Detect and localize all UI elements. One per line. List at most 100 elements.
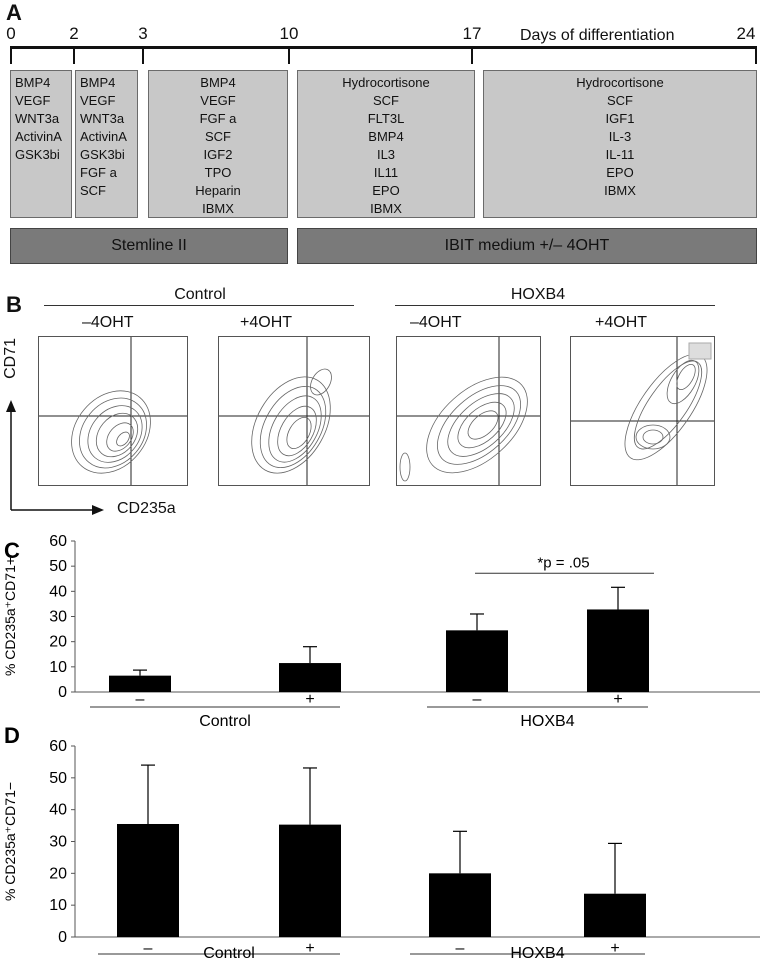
factor: FGF a bbox=[199, 111, 237, 126]
axis-arrows bbox=[6, 400, 104, 515]
timeline-tick bbox=[73, 46, 75, 64]
factor: TPO bbox=[204, 165, 232, 180]
bar bbox=[117, 823, 179, 937]
timeline-tick-label: 3 bbox=[138, 24, 148, 43]
factor: IL-3 bbox=[608, 129, 632, 144]
timeline-tick-label: 2 bbox=[69, 24, 79, 43]
factor: Heparin bbox=[195, 183, 241, 198]
medium-stemline: Stemline II bbox=[10, 228, 288, 264]
y-axis-label: % CD235a⁺CD71− bbox=[2, 782, 18, 901]
stage-1-box: BMP4 VEGF WNT3a ActivinA GSK3bi bbox=[10, 70, 72, 218]
group-line bbox=[44, 305, 354, 306]
y-tick-label: 30 bbox=[49, 834, 67, 851]
plot-label: +4OHT bbox=[240, 314, 293, 331]
factor: ActivinA bbox=[15, 129, 62, 144]
factor: IBMX bbox=[370, 201, 402, 216]
timeline-tick-label: 24 bbox=[736, 24, 756, 43]
y-tick-label: 0 bbox=[58, 684, 67, 701]
stage-3-box: BMP4 VEGF FGF a SCF IGF2 TPO Heparin IBM… bbox=[148, 70, 288, 218]
factor: FGF a bbox=[80, 165, 117, 180]
y-tick-label: 0 bbox=[58, 929, 67, 946]
bar bbox=[279, 663, 341, 692]
stage-5-box: Hydrocortisone SCF IGF1 IL-3 IL-11 EPO I… bbox=[483, 70, 757, 218]
factor: FLT3L bbox=[367, 111, 405, 126]
group-label-hoxb4: HOXB4 bbox=[510, 286, 566, 303]
bar bbox=[584, 893, 646, 937]
y-tick-label: 60 bbox=[49, 738, 67, 755]
group-label: HOXB4 bbox=[520, 713, 574, 730]
panel-b-letter: B bbox=[6, 292, 22, 317]
factor: BMP4 bbox=[368, 129, 404, 144]
timeline-tick bbox=[288, 46, 290, 64]
factor: GSK3bi bbox=[15, 147, 60, 162]
bar bbox=[109, 675, 171, 692]
plot-label: –4OHT bbox=[410, 314, 462, 331]
y-tick-label: 30 bbox=[49, 609, 67, 626]
group-label: Control bbox=[199, 713, 251, 730]
bar-chart-d: D 0 10 20 30 40 50 60 % CD235a⁺CD71− – + – + Control H… bbox=[2, 725, 760, 960]
factor: SCF bbox=[607, 93, 633, 108]
factor: IGF2 bbox=[203, 147, 233, 162]
factor: BMP4 bbox=[80, 75, 116, 90]
category-label: – bbox=[136, 691, 145, 708]
category-label: + bbox=[613, 691, 622, 708]
group-label: Control bbox=[203, 945, 255, 960]
factor: IL11 bbox=[373, 165, 399, 180]
category-label: + bbox=[305, 691, 314, 708]
factor: VEGF bbox=[200, 93, 236, 108]
factor: SCF bbox=[205, 129, 231, 144]
timeline-tick bbox=[142, 46, 144, 64]
bar bbox=[279, 824, 341, 937]
medium-ibit: IBIT medium +/– 4OHT bbox=[297, 228, 757, 264]
timeline-tick bbox=[755, 46, 757, 64]
factor: IBMX bbox=[604, 183, 636, 198]
factor: EPO bbox=[606, 165, 634, 180]
factor: Hydrocortisone bbox=[342, 75, 430, 90]
category-label: – bbox=[473, 691, 482, 708]
factor: SCF bbox=[80, 183, 106, 198]
timeline-tick-label: 0 bbox=[6, 24, 16, 43]
y-tick-label: 20 bbox=[49, 865, 67, 882]
category-label: – bbox=[144, 940, 153, 957]
y-tick-label: 60 bbox=[49, 533, 67, 550]
panel-letter: D bbox=[4, 725, 20, 748]
factor: BMP4 bbox=[200, 75, 236, 90]
factor: IGF1 bbox=[605, 111, 635, 126]
plot-label: +4OHT bbox=[595, 314, 648, 331]
timeline-title: Days of differentiation bbox=[520, 27, 675, 44]
y-tick-label: 40 bbox=[49, 583, 67, 600]
bar-chart-c: C 0 10 20 30 40 50 60 % CD235a⁺CD71+ – + – + Control H… bbox=[2, 533, 760, 730]
factor: ActivinA bbox=[80, 129, 127, 144]
timeline-tick-label: 10 bbox=[279, 24, 299, 43]
timeline-tick bbox=[471, 46, 473, 64]
y-tick-label: 20 bbox=[49, 634, 67, 651]
contour-plot-hoxb4-plus bbox=[570, 336, 715, 486]
factor: WNT3a bbox=[15, 111, 60, 126]
factor: VEGF bbox=[80, 93, 116, 108]
timeline-axis bbox=[10, 46, 756, 49]
timeline-tick bbox=[10, 46, 12, 64]
factor: SCF bbox=[373, 93, 399, 108]
contour-plot-control-minus bbox=[38, 336, 188, 486]
y-axis-label: % CD235a⁺CD71+ bbox=[2, 557, 18, 676]
stage-4-box: Hydrocortisone SCF FLT3L BMP4 IL3 IL11 E… bbox=[297, 70, 475, 218]
timeline-tick-label: 17 bbox=[462, 24, 482, 43]
bar bbox=[587, 609, 649, 692]
bar bbox=[446, 630, 508, 692]
contour-plot-control-plus bbox=[218, 336, 370, 486]
factor: Hydrocortisone bbox=[576, 75, 664, 90]
group-line bbox=[395, 305, 715, 306]
significance-label: *p = .05 bbox=[537, 554, 589, 571]
y-tick-label: 50 bbox=[49, 558, 67, 575]
y-tick-label: 40 bbox=[49, 802, 67, 819]
y-tick-label: 10 bbox=[49, 659, 67, 676]
stage-2-box: BMP4 VEGF WNT3a ActivinA GSK3bi FGF a SC… bbox=[75, 70, 138, 218]
factor: GSK3bi bbox=[80, 147, 125, 162]
y-tick-label: 10 bbox=[49, 897, 67, 914]
group-label-control: Control bbox=[174, 286, 226, 303]
factor: VEGF bbox=[15, 93, 51, 108]
x-axis-label: CD235a bbox=[117, 500, 176, 517]
panel-a-letter: A bbox=[6, 0, 22, 25]
group-label: HOXB4 bbox=[510, 945, 564, 960]
contour-plot-hoxb4-minus bbox=[396, 336, 541, 486]
